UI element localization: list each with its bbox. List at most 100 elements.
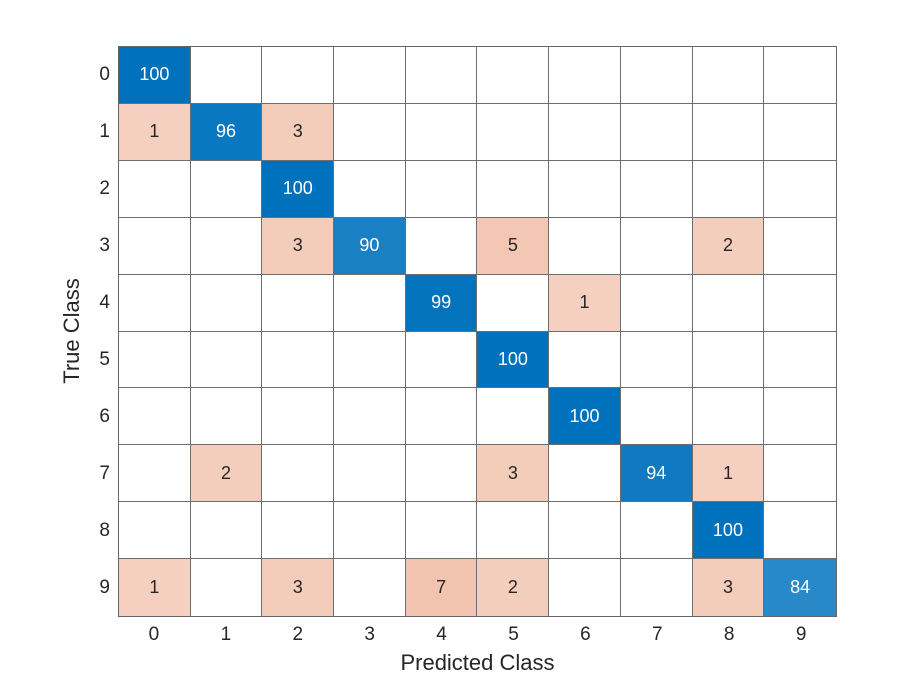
matrix-cell: 3 <box>262 103 335 161</box>
matrix-cell <box>262 388 335 446</box>
matrix-cell <box>119 331 191 389</box>
y-tick-label: 6 <box>99 406 110 428</box>
x-tick-label: 1 <box>220 624 232 645</box>
matrix-cell: 96 <box>190 103 263 161</box>
matrix-cell <box>477 47 550 104</box>
x-tick-label: 7 <box>652 624 663 645</box>
matrix-cell <box>692 388 765 446</box>
matrix-cell <box>764 217 836 275</box>
matrix-cell <box>620 103 693 161</box>
matrix-cell <box>692 47 765 104</box>
matrix-cell: 99 <box>405 274 478 332</box>
matrix-cell: 3 <box>262 217 335 275</box>
matrix-cell <box>334 103 406 161</box>
matrix-cell <box>262 502 335 560</box>
matrix-cell <box>620 502 693 560</box>
y-tick-label: 7 <box>99 463 110 485</box>
matrix-cell: 100 <box>262 160 335 218</box>
matrix-cell <box>405 388 478 446</box>
matrix-cell <box>334 445 406 503</box>
matrix-cell: 1 <box>692 445 765 503</box>
matrix-cell: 7 <box>405 559 478 616</box>
x-tick-label: 8 <box>723 624 735 645</box>
matrix-cell <box>190 502 263 560</box>
matrix-cell <box>262 445 335 503</box>
matrix-cell <box>764 388 836 446</box>
matrix-cell <box>405 103 478 161</box>
matrix-cell <box>119 388 191 446</box>
matrix-cell <box>190 160 263 218</box>
matrix-cell <box>477 502 550 560</box>
matrix-cell <box>334 274 406 332</box>
matrix-cell: 1 <box>549 274 621 332</box>
matrix-cell <box>764 47 836 104</box>
y-tick-label: 2 <box>99 177 110 199</box>
matrix-cell: 1 <box>119 103 191 161</box>
matrix-cell <box>190 217 263 275</box>
matrix-cell <box>477 103 550 161</box>
matrix-cell <box>620 559 693 616</box>
x-tick-label: 5 <box>508 624 519 645</box>
x-tick-label: 3 <box>364 624 375 645</box>
x-tick-label: 9 <box>795 624 807 645</box>
matrix-cell: 3 <box>692 559 765 616</box>
matrix-cell <box>334 331 406 389</box>
matrix-cell: 94 <box>620 445 693 503</box>
matrix-cell: 5 <box>477 217 550 275</box>
matrix-cell <box>692 274 765 332</box>
matrix-cell <box>119 160 191 218</box>
matrix-cell <box>549 103 621 161</box>
matrix-cell <box>764 502 836 560</box>
matrix-cell <box>119 217 191 275</box>
matrix-cell: 2 <box>692 217 765 275</box>
matrix-cell <box>190 559 263 616</box>
matrix-cell: 2 <box>190 445 263 503</box>
matrix-cell <box>620 217 693 275</box>
matrix-cell <box>549 445 621 503</box>
matrix-cell <box>549 217 621 275</box>
y-tick-label: 8 <box>99 520 110 542</box>
matrix-cell <box>549 160 621 218</box>
y-tick-label: 5 <box>99 349 110 371</box>
matrix-cell <box>119 502 191 560</box>
matrix-cell <box>549 331 621 389</box>
matrix-cell <box>764 274 836 332</box>
matrix-cell <box>477 160 550 218</box>
x-tick-label: 6 <box>580 624 591 645</box>
matrix-cell: 1 <box>119 559 191 616</box>
matrix-cell <box>764 160 836 218</box>
x-axis-label: Predicted Class <box>400 650 555 675</box>
matrix-cell <box>549 47 621 104</box>
y-tick-label: 9 <box>99 577 110 599</box>
matrix-cell <box>334 559 406 616</box>
matrix-cell <box>405 217 478 275</box>
matrix-cell: 84 <box>764 559 836 616</box>
matrix-cell <box>692 160 765 218</box>
matrix-cell <box>405 331 478 389</box>
matrix-cell <box>620 331 693 389</box>
matrix-cell <box>190 331 263 389</box>
x-tick-label: 0 <box>148 624 160 645</box>
matrix-cell <box>764 331 836 389</box>
matrix-cell: 100 <box>549 388 621 446</box>
matrix-cell <box>262 331 335 389</box>
matrix-cell <box>764 103 836 161</box>
y-axis-tick-labels: 0 1 2 3 4 5 6 7 8 9 <box>0 46 110 617</box>
matrix-cell <box>190 47 263 104</box>
matrix-cell <box>262 274 335 332</box>
matrix-cell <box>405 160 478 218</box>
matrix-cell <box>477 388 550 446</box>
x-tick-label: 2 <box>292 624 304 645</box>
matrix-cell <box>334 388 406 446</box>
matrix-cell <box>620 388 693 446</box>
matrix-cell <box>549 502 621 560</box>
matrix-cell <box>334 160 406 218</box>
y-tick-label: 0 <box>99 63 110 85</box>
y-tick-label: 3 <box>99 234 110 256</box>
x-axis-tick-labels: 0 1 2 3 4 5 6 7 8 9 <box>118 620 837 650</box>
matrix-cell <box>334 502 406 560</box>
matrix-cell <box>262 47 335 104</box>
matrix-cell: 3 <box>477 445 550 503</box>
matrix-cell <box>549 559 621 616</box>
